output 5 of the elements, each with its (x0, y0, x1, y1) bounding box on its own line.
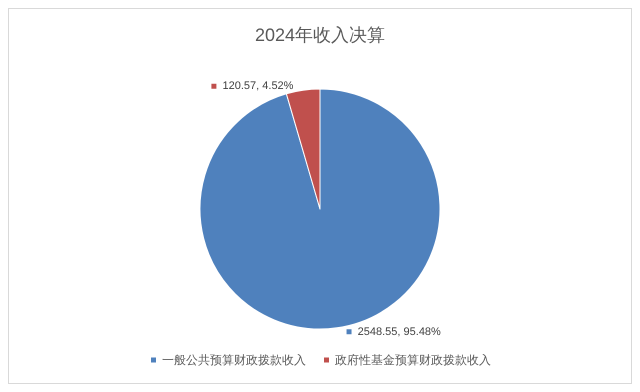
legend-label: 政府性基金预算财政拨款收入 (335, 353, 491, 367)
chart-title: 2024年收入决算 (254, 25, 386, 45)
legend-label: 一般公共预算财政拨款收入 (162, 353, 306, 367)
data-label: 120.57, 4.52% (216, 80, 294, 92)
data-label: 2548.55, 95.48% (352, 326, 442, 338)
